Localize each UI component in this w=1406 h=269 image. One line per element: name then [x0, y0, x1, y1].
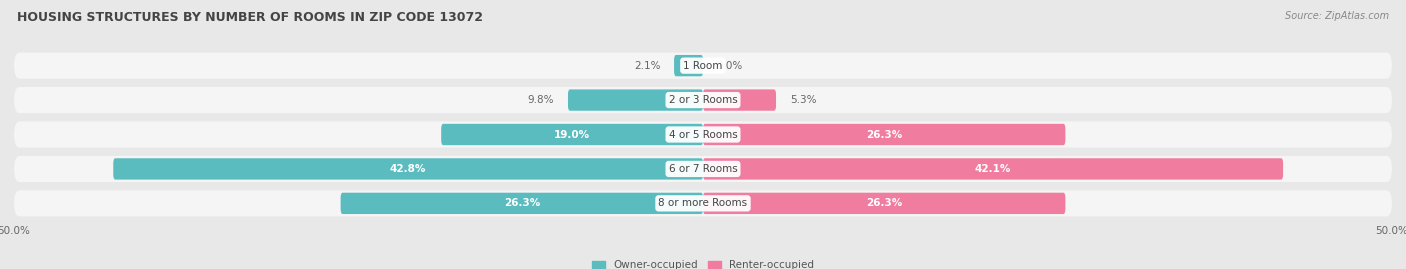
FancyBboxPatch shape: [14, 121, 1392, 148]
Text: 5.3%: 5.3%: [790, 95, 817, 105]
Legend: Owner-occupied, Renter-occupied: Owner-occupied, Renter-occupied: [592, 260, 814, 269]
Text: 19.0%: 19.0%: [554, 129, 591, 140]
FancyBboxPatch shape: [340, 193, 703, 214]
FancyBboxPatch shape: [14, 52, 1392, 79]
FancyBboxPatch shape: [703, 124, 1066, 145]
Text: 1 Room: 1 Room: [683, 61, 723, 71]
Text: 26.3%: 26.3%: [503, 198, 540, 208]
FancyBboxPatch shape: [703, 193, 1066, 214]
FancyBboxPatch shape: [703, 158, 1284, 180]
FancyBboxPatch shape: [441, 124, 703, 145]
FancyBboxPatch shape: [14, 87, 1392, 113]
FancyBboxPatch shape: [568, 89, 703, 111]
Text: HOUSING STRUCTURES BY NUMBER OF ROOMS IN ZIP CODE 13072: HOUSING STRUCTURES BY NUMBER OF ROOMS IN…: [17, 11, 482, 24]
Text: 9.8%: 9.8%: [527, 95, 554, 105]
FancyBboxPatch shape: [114, 158, 703, 180]
FancyBboxPatch shape: [673, 55, 703, 76]
FancyBboxPatch shape: [14, 190, 1392, 217]
Text: 6 or 7 Rooms: 6 or 7 Rooms: [669, 164, 737, 174]
Text: 4 or 5 Rooms: 4 or 5 Rooms: [669, 129, 737, 140]
Text: Source: ZipAtlas.com: Source: ZipAtlas.com: [1285, 11, 1389, 21]
Text: 0.0%: 0.0%: [717, 61, 742, 71]
Text: 26.3%: 26.3%: [866, 129, 903, 140]
Text: 2 or 3 Rooms: 2 or 3 Rooms: [669, 95, 737, 105]
FancyBboxPatch shape: [14, 156, 1392, 182]
Text: 42.8%: 42.8%: [389, 164, 426, 174]
Text: 8 or more Rooms: 8 or more Rooms: [658, 198, 748, 208]
Text: 42.1%: 42.1%: [974, 164, 1011, 174]
Text: 2.1%: 2.1%: [634, 61, 661, 71]
Text: 26.3%: 26.3%: [866, 198, 903, 208]
FancyBboxPatch shape: [703, 89, 776, 111]
